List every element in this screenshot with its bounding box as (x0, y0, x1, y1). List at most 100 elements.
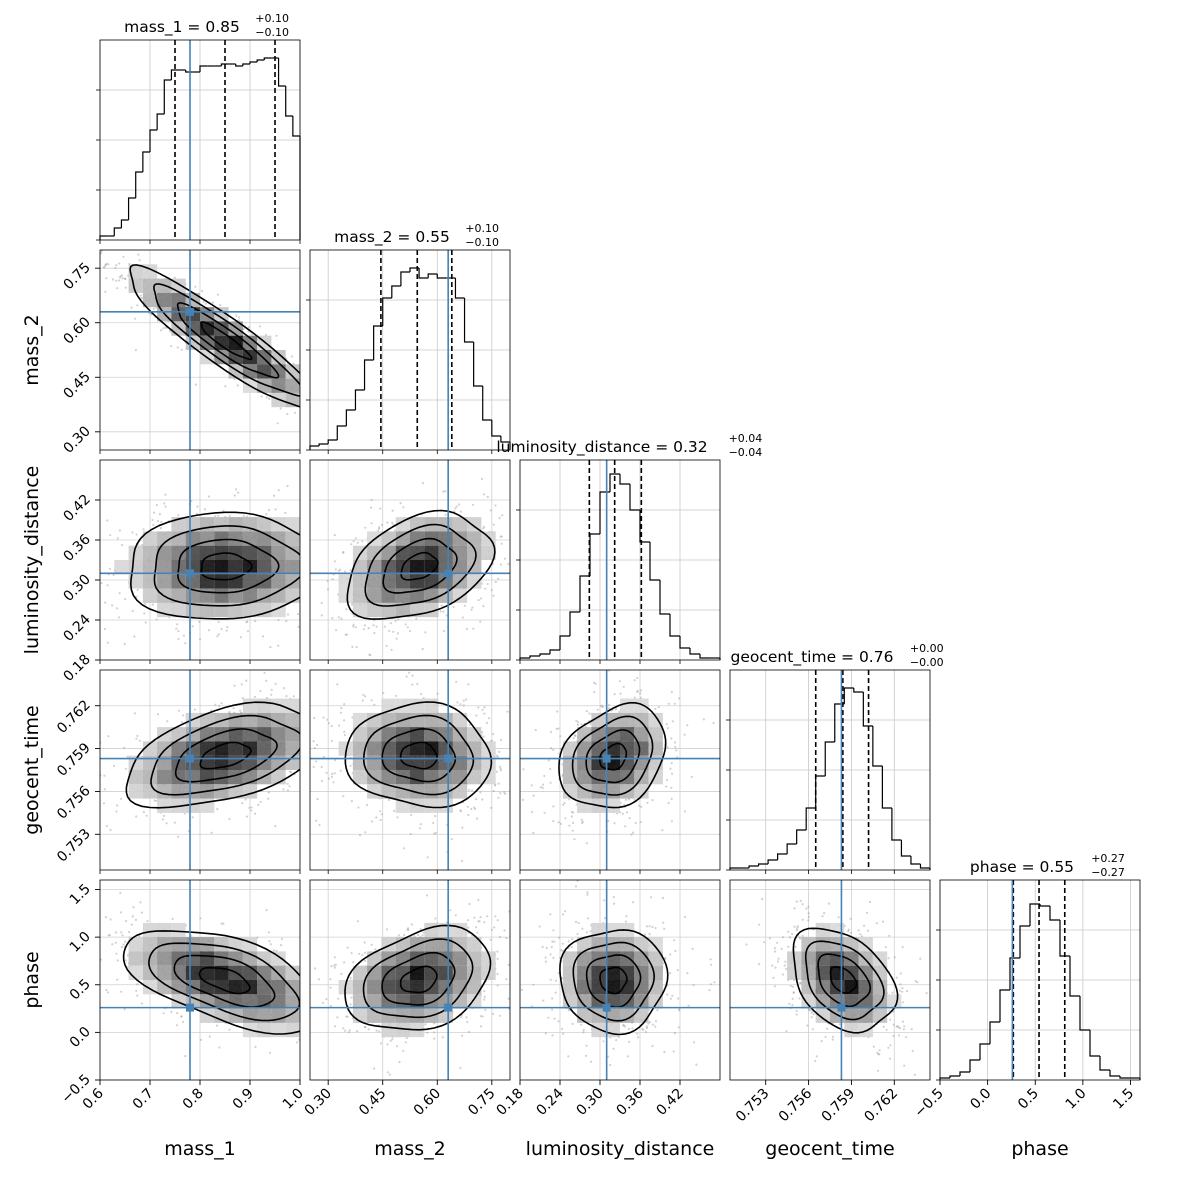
scatter-point (419, 827, 421, 829)
density-cell (214, 784, 228, 798)
scatter-point (241, 802, 243, 804)
density-cell (243, 546, 257, 560)
hist-bin (474, 342, 483, 386)
scatter-point (304, 396, 306, 398)
scatter-point (558, 821, 560, 823)
scatter-point (454, 507, 456, 509)
scatter-point (483, 713, 485, 715)
scatter-point (393, 810, 395, 812)
scatter-point (670, 787, 672, 789)
scatter-point (338, 616, 340, 618)
scatter-point (113, 765, 115, 767)
scatter-point (273, 949, 275, 951)
scatter-point (218, 633, 220, 635)
scatter-point (499, 768, 501, 770)
density-cell (229, 560, 243, 574)
scatter-point (467, 683, 469, 685)
scatter-point (465, 698, 467, 700)
scatter-point (499, 766, 501, 768)
scatter-point (471, 606, 473, 608)
scatter-point (218, 621, 220, 623)
scatter-point (331, 773, 333, 775)
scatter-point (396, 638, 398, 640)
scatter-point (205, 303, 207, 305)
scatter-point (671, 820, 673, 822)
scatter-point (356, 646, 358, 648)
scatter-point (527, 528, 529, 530)
scatter-point (125, 287, 127, 289)
scatter-point (125, 959, 127, 961)
pair-panel-mass_2-geocent_time (267, 665, 548, 870)
scatter-point (122, 256, 124, 258)
scatter-point (407, 626, 409, 628)
scatter-point (307, 621, 309, 623)
scatter-point (287, 613, 289, 615)
scatter-point (184, 642, 186, 644)
density-cell (257, 560, 271, 574)
scatter-point (278, 489, 280, 491)
scatter-point (250, 809, 252, 811)
scatter-point (135, 738, 137, 740)
scatter-point (376, 626, 378, 628)
scatter-point (671, 762, 673, 764)
scatter-point (362, 694, 364, 696)
hist-bin (911, 856, 921, 864)
scatter-point (467, 806, 469, 808)
scatter-point (270, 694, 272, 696)
scatter-point (218, 705, 220, 707)
title-lower-err: −0.10 (465, 236, 499, 249)
scatter-point (226, 629, 228, 631)
scatter-point (335, 629, 337, 631)
hist-bin (136, 172, 143, 198)
scatter-point (556, 728, 558, 730)
density-cell (143, 546, 157, 560)
scatter-point (392, 631, 394, 633)
scatter-point (170, 345, 172, 347)
hist-bin (844, 688, 854, 704)
scatter-point (313, 717, 315, 719)
scatter-point (109, 829, 111, 831)
scatter-point (351, 800, 353, 802)
scatter-point (285, 620, 287, 622)
hist-bin (383, 298, 392, 326)
density-cell (453, 713, 467, 727)
scatter-point (501, 535, 503, 537)
scatter-point (623, 686, 625, 688)
hist-panel-geocent_time: geocent_time = 0.76+0.00−0.00 (726, 642, 944, 870)
scatter-point (195, 384, 197, 386)
scatter-point (94, 259, 96, 261)
hist-bin (346, 410, 355, 426)
scatter-point (328, 722, 330, 724)
title-main: mass_2 = 0.55 (334, 228, 450, 247)
scatter-point (229, 515, 231, 517)
scatter-point (321, 602, 323, 604)
scatter-point (503, 791, 505, 793)
hist-bin (749, 866, 759, 868)
scatter-point (443, 630, 445, 632)
scatter-point (614, 693, 616, 695)
hist-bin (392, 286, 401, 298)
hist-bin (630, 484, 640, 510)
density-cell (439, 531, 453, 545)
scatter-point (214, 704, 216, 706)
scatter-point (400, 502, 402, 504)
density-cell (367, 741, 381, 755)
scatter-point (321, 780, 323, 782)
scatter-point (577, 724, 579, 726)
scatter-point (629, 817, 631, 819)
scatter-point (162, 327, 164, 329)
scatter-point (364, 527, 366, 529)
scatter-point (103, 232, 105, 234)
truth-marker (186, 308, 194, 316)
scatter-point (501, 514, 503, 516)
hist-bin (600, 492, 610, 534)
scatter-point (176, 623, 178, 625)
hist-bin (990, 1022, 1000, 1044)
scatter-point (311, 374, 313, 376)
scatter-point (265, 513, 267, 515)
scatter-point (507, 563, 509, 565)
title-main: phase = 0.55 (970, 858, 1074, 876)
scatter-point (328, 778, 330, 780)
density-cell (453, 784, 467, 798)
